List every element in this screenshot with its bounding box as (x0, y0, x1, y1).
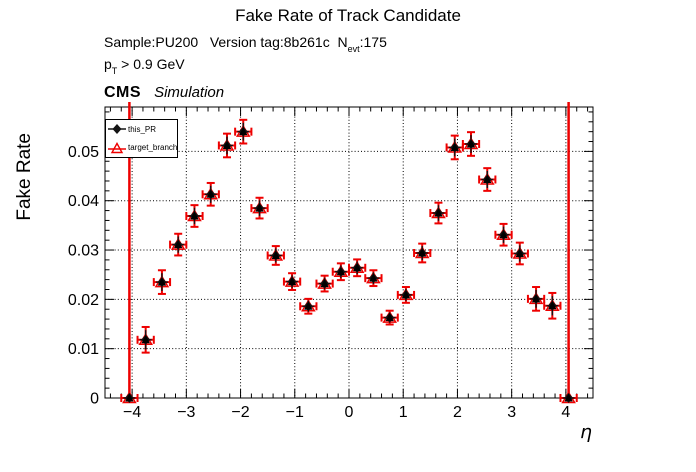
y-tick-label: 0.02 (68, 292, 99, 309)
x-tick-label: 4 (561, 404, 570, 421)
x-tick-label: −1 (286, 404, 304, 421)
x-tick-label: 1 (399, 404, 408, 421)
this-pr-point-overlay (531, 294, 541, 303)
sample-text: Sample:PU200 Version tag:8b261c N (104, 34, 348, 50)
this-pr-point-overlay (434, 208, 443, 217)
this-pr-point-overlay (483, 175, 492, 184)
this-pr-point-overlay (385, 313, 394, 322)
this-pr-point-overlay (222, 140, 232, 149)
this-pr-point-overlay (418, 248, 427, 257)
this-pr-point-overlay (499, 230, 508, 239)
this-pr-marker-icon (108, 124, 126, 135)
y-tick-label: 0.05 (68, 144, 99, 161)
legend-entry-this-pr: this_PR (106, 121, 177, 138)
nevt-value: :175 (359, 34, 387, 50)
y-tick-label: 0 (90, 391, 99, 408)
x-tick-label: 0 (345, 404, 354, 421)
simulation-label: Simulation (154, 84, 225, 101)
this-pr-point-overlay (239, 127, 248, 136)
this-pr-point-overlay (564, 393, 573, 402)
legend-label: target_branch (128, 143, 178, 153)
x-tick-label: −4 (123, 404, 141, 421)
legend: this_PR target_branch (105, 119, 178, 158)
this-pr-point-overlay (466, 139, 476, 148)
this-pr-point-overlay (515, 248, 524, 257)
this-pr-point-overlay (369, 273, 378, 282)
legend-label: this_PR (128, 124, 157, 134)
experiment-line: CMS Simulation (104, 84, 224, 102)
target-branch-marker-icon (108, 141, 126, 153)
cms-label: CMS (104, 84, 142, 101)
x-tick-label: 2 (453, 404, 462, 421)
legend-entry-target-branch: target_branch (106, 139, 177, 156)
y-tick-label: 0.03 (68, 243, 99, 260)
this-pr-point-overlay (287, 277, 297, 286)
this-pr-point-overlay (255, 203, 264, 212)
this-pr-point-overlay (157, 277, 167, 286)
this-pr-point-overlay (190, 211, 199, 220)
pt-subscript: T (111, 66, 118, 76)
plot-frame (104, 106, 594, 399)
this-pr-point-overlay (206, 189, 215, 198)
this-pr-point-overlay (320, 279, 329, 288)
this-pr-point-overlay (125, 393, 134, 402)
pt-symbol: p (104, 56, 112, 72)
x-tick-label: 3 (507, 404, 516, 421)
pt-cut-line: pT > 0.9 GeV (104, 56, 185, 76)
x-axis-title: η (580, 421, 593, 443)
this-pr-point-overlay (450, 142, 459, 151)
this-pr-point-overlay (352, 263, 362, 272)
pt-cut-value: > 0.9 GeV (117, 56, 185, 72)
chart-title: Fake Rate of Track Candidate (235, 6, 461, 25)
nevt-subscript: evt (347, 44, 360, 54)
this-pr-point-overlay (401, 290, 411, 299)
this-pr-point-overlay (141, 335, 150, 344)
this-pr-point-overlay (336, 267, 346, 276)
this-pr-point-overlay (548, 301, 557, 310)
this-pr-point-overlay (304, 301, 313, 310)
x-tick-label: −3 (177, 404, 195, 421)
this-pr-point-overlay (174, 240, 183, 249)
this-pr-point-overlay (271, 250, 280, 259)
y-tick-label: 0.01 (68, 341, 99, 358)
sample-info-line: Sample:PU200 Version tag:8b261c Nevt:175 (104, 34, 387, 54)
x-tick-label: −2 (231, 404, 249, 421)
y-tick-label: 0.04 (68, 193, 99, 210)
